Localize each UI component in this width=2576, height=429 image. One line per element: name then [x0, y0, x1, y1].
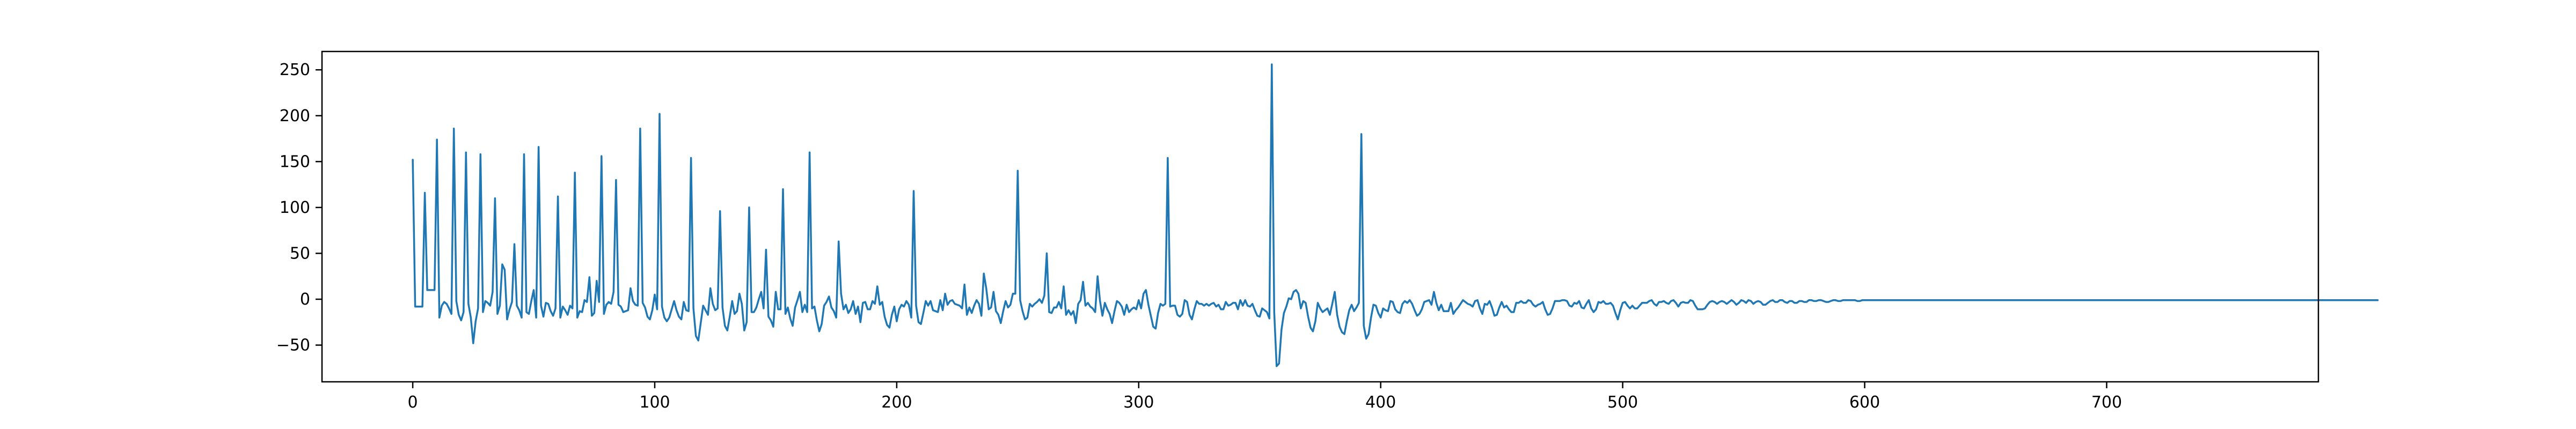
series-line-0	[412, 63, 2379, 367]
y-tick-label: −50	[276, 336, 310, 355]
plot-frame	[321, 50, 2319, 383]
y-tick-label: 0	[300, 290, 310, 309]
y-tick-label: 100	[280, 198, 310, 217]
plot-area-background	[322, 51, 2318, 382]
x-tick-label: 700	[2091, 393, 2122, 412]
x-tick-label: 400	[1365, 393, 1396, 412]
y-tick-label: 250	[280, 61, 310, 79]
x-tick-label: 300	[1123, 393, 1154, 412]
y-axis: −50 0 50 100 150 200 250	[276, 61, 322, 355]
y-tick-label: 50	[290, 244, 310, 263]
x-tick-label: 200	[881, 393, 912, 412]
y-tick-label: 150	[280, 152, 310, 171]
x-tick-label: 100	[639, 393, 670, 412]
y-tick-label: 200	[280, 107, 310, 125]
series-layer	[412, 63, 2379, 367]
x-tick-label: 500	[1607, 393, 1638, 412]
x-tick-label: 600	[1849, 393, 1880, 412]
x-tick-label: 0	[408, 393, 418, 412]
x-axis: 0 100 200 300 400 500 600 700	[408, 382, 2122, 412]
